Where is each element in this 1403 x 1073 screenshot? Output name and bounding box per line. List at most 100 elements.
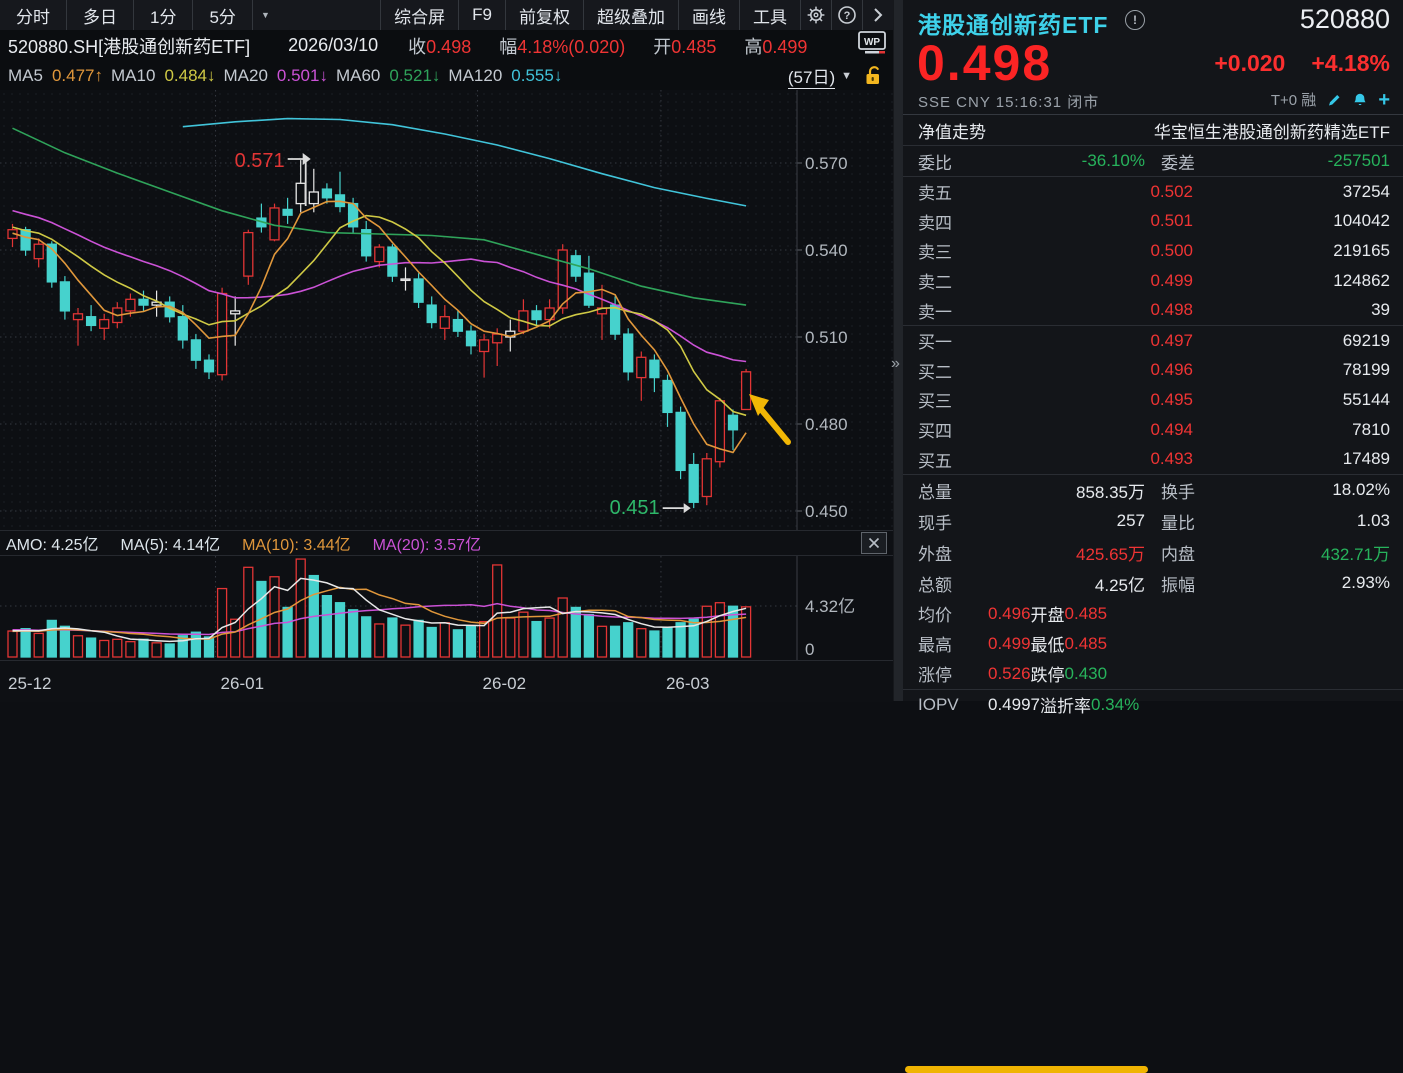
nav-fund-name: 华宝恒生港股通创新药精选ETF [1153, 122, 1390, 142]
dropdown-caret-icon[interactable]: ▼ [260, 10, 270, 20]
stat-value-2: 2.93% [1341, 573, 1390, 593]
level-volume: 17489 [1342, 449, 1390, 469]
volume-bar [72, 635, 84, 658]
level-label: 买一 [918, 333, 952, 353]
bell-icon[interactable] [1352, 92, 1368, 108]
volume-ma-values: AMO: 4.25亿 MA(5): 4.14亿 MA(10): 3.44亿 MA(20… [6, 531, 481, 555]
buy-level-row[interactable]: 买三 0.495 55144 [903, 385, 1403, 415]
stat-value-2: 1.03 [1356, 511, 1390, 531]
menu-前复权[interactable]: 前复权 [505, 0, 583, 30]
ma-item-MA5: MA5 0.477↑ [8, 66, 103, 86]
candle-body [46, 243, 57, 283]
volume-chart[interactable]: 4.32亿 0 [0, 556, 893, 660]
volume-indicator-bar: AMO: 4.25亿 MA(5): 4.14亿 MA(10): 3.44亿 MA(20… [0, 530, 893, 556]
nav-row: 净值走势 华宝恒生港股通创新药精选ETF [903, 115, 1403, 146]
buy-level-row[interactable]: 买四 0.494 7810 [903, 415, 1403, 445]
field-幅: 幅4.18%(0.020) [499, 33, 625, 59]
ma120-line [182, 117, 747, 207]
stat-label-2: 跌停 [1030, 666, 1065, 686]
menu-超级叠加[interactable]: 超级叠加 [583, 0, 678, 30]
buy-levels: 买一 0.497 69219 买二 0.496 78199 买三 0.495 55144 买四 0.… [903, 326, 1403, 474]
close-icon[interactable] [861, 532, 887, 554]
buy-level-row[interactable]: 买一 0.497 69219 [903, 326, 1403, 356]
price-axis-label: 0.480 [805, 415, 848, 434]
volume-ma-label: AMO: 4.25亿 [6, 537, 99, 554]
sell-level-row[interactable]: 卖五 0.502 37254 [903, 177, 1403, 207]
volume-ma5-line [12, 577, 747, 643]
level-label: 卖四 [918, 213, 952, 233]
stat-label-2: 换手 [1161, 482, 1195, 502]
stat-label: 涨停 [918, 666, 952, 686]
level-label: 卖三 [918, 243, 952, 263]
volume-bar [426, 626, 437, 658]
stats-row-总额: 总额 4.25亿 振幅 2.93% [903, 568, 1403, 599]
month-label-26-01: 26-01 [220, 674, 265, 693]
stats-divider [903, 473, 1403, 475]
buy-level-row[interactable]: 买五 0.493 17489 [903, 444, 1403, 474]
volume-bar [583, 613, 595, 658]
volume-bar [295, 558, 306, 658]
info-icon[interactable]: ! [1125, 10, 1145, 30]
menu-画线[interactable]: 画线 [678, 0, 739, 30]
menu-F9[interactable]: F9 [458, 0, 505, 30]
kline-chart[interactable]: 0.570 0.540 0.510 0.480 0.450 0.571 0.451 [0, 90, 893, 530]
buy-level-row[interactable]: 买二 0.496 78199 [903, 356, 1403, 386]
last-price: 0.498 [917, 35, 1053, 91]
pencil-icon[interactable] [1326, 92, 1342, 108]
plus-icon[interactable]: + [1378, 88, 1390, 111]
volume-bar [439, 622, 450, 658]
yellow-arrow-tail [757, 405, 791, 445]
stat-label: 最高 [918, 636, 952, 656]
help-icon[interactable]: ? [831, 0, 862, 30]
time-axis: 25-12 26-01 26-02 26-03 [0, 660, 893, 702]
candle-body [531, 310, 542, 321]
tab-多日[interactable]: 多日 [67, 0, 134, 30]
volume-bar [85, 637, 97, 658]
field-value: 0.498 [426, 36, 472, 57]
candle-body [583, 272, 595, 306]
menu-工具[interactable]: 工具 [739, 0, 800, 30]
weibi-label: 委比 [918, 153, 952, 173]
level-volume: 219165 [1333, 240, 1390, 260]
price-axis-label: 0.570 [805, 154, 848, 173]
candle-body [465, 330, 477, 347]
timeframe-tabs: 分时 多日 1分 5分 [0, 0, 253, 30]
ma-item-MA120: MA120 0.555↓ [448, 66, 562, 86]
unlock-icon[interactable] [864, 64, 885, 87]
sell-level-row[interactable]: 卖四 0.501 104042 [903, 207, 1403, 237]
tab-分时[interactable]: 分时 [0, 0, 67, 30]
svg-text:?: ? [844, 10, 851, 22]
peak-pointer-arrowhead [302, 153, 311, 165]
sell-level-row[interactable]: 卖一 0.498 39 [903, 295, 1403, 325]
sell-level-row[interactable]: 卖二 0.499 124862 [903, 266, 1403, 296]
tab-5分[interactable]: 5分 [193, 0, 253, 30]
candle-body [452, 318, 464, 332]
volume-bar [688, 618, 699, 658]
volume-bar [400, 624, 411, 658]
field-value: 0.485 [671, 36, 717, 57]
sell-level-row[interactable]: 卖三 0.500 219165 [903, 236, 1403, 266]
level-price: 0.495 [1150, 389, 1193, 409]
gear-icon[interactable] [800, 0, 831, 30]
candle-body [190, 339, 202, 361]
level-volume: 78199 [1342, 360, 1390, 380]
wp-monitor-icon[interactable]: WP [855, 29, 889, 62]
period-selector[interactable]: (57日) ▼ [787, 63, 885, 89]
tab-1分[interactable]: 1分 [134, 0, 194, 30]
candle-body [557, 249, 568, 309]
ma20-line [12, 209, 747, 363]
chevron-right-icon[interactable] [862, 0, 893, 30]
month-label-26-02: 26-02 [482, 674, 527, 693]
level-label: 卖一 [918, 302, 952, 322]
candle-body [426, 304, 437, 324]
level-volume: 124862 [1333, 270, 1390, 290]
stat-value: 858.35万 [1076, 482, 1145, 502]
peak-price-label: 0.571 [235, 150, 285, 172]
volume-axis-label: 4.32亿 [805, 597, 855, 616]
stats-row-外盘: 外盘 425.65万 内盘 432.71万 [903, 537, 1403, 568]
stat-value: 4.25亿 [1094, 575, 1145, 595]
menu-综合屏[interactable]: 综合屏 [380, 0, 458, 30]
collapse-chevrons-icon[interactable]: » [891, 355, 900, 372]
ma-item-MA20: MA20 0.501↓ [223, 66, 327, 86]
candle-body [216, 292, 228, 376]
